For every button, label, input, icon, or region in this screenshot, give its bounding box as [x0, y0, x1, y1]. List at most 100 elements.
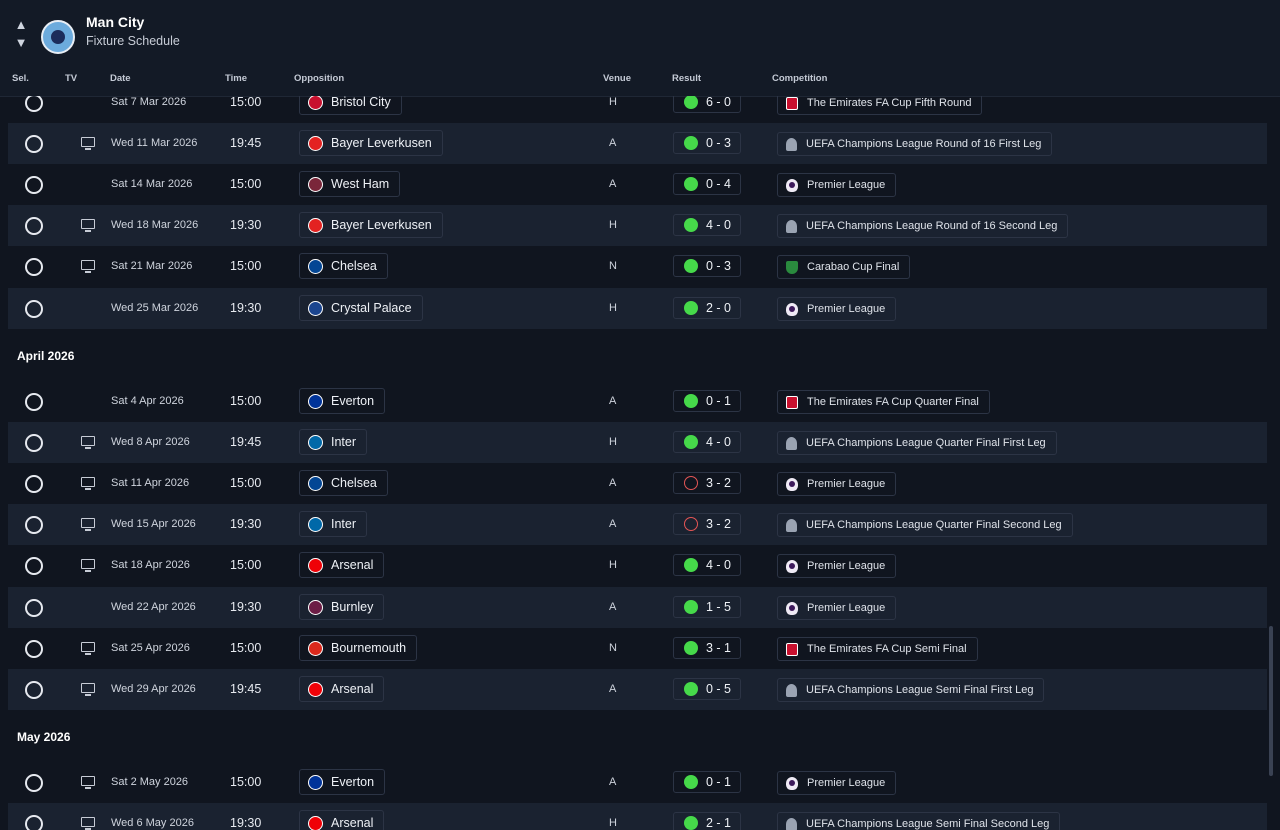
opponent-button[interactable]: Burnley — [299, 594, 385, 620]
select-radio[interactable] — [25, 774, 43, 792]
fixture-row[interactable]: Sat 14 Mar 2026 15:00 West Ham A 0 - 4 Premie… — [8, 164, 1267, 205]
column-header-time[interactable]: Time — [225, 73, 248, 84]
select-radio[interactable] — [25, 176, 43, 194]
fixture-time: 19:30 — [230, 218, 262, 232]
fixture-row[interactable]: Sat 4 Apr 2026 15:00 Everton A 0 - 1 The Emir… — [8, 381, 1267, 422]
opponent-button[interactable]: Everton — [299, 388, 386, 414]
fixture-row[interactable]: Sat 25 Apr 2026 15:00 Bournemouth N 3 - 1 The… — [8, 628, 1267, 669]
competition-button[interactable]: Premier League — [777, 297, 897, 321]
column-header-result[interactable]: Result — [672, 73, 702, 84]
competition-button[interactable]: Premier League — [777, 173, 897, 197]
result-button[interactable]: 0 - 1 — [673, 771, 741, 793]
opponent-button[interactable]: Chelsea — [299, 253, 388, 279]
select-radio[interactable] — [25, 96, 43, 112]
competition-button[interactable]: UEFA Champions League Semi Final First L… — [777, 678, 1045, 702]
opponent-button[interactable]: Arsenal — [299, 676, 385, 702]
club-crest-icon[interactable] — [41, 20, 75, 54]
column-header-sel[interactable]: Sel. — [12, 73, 29, 84]
fixture-row[interactable]: Wed 11 Mar 2026 19:45 Bayer Leverkusen A 0 -… — [8, 123, 1267, 164]
select-radio[interactable] — [25, 815, 43, 830]
competition-button[interactable]: Premier League — [777, 771, 897, 795]
result-button[interactable]: 4 - 0 — [673, 431, 741, 453]
column-header-venue[interactable]: Venue — [603, 73, 631, 84]
competition-button[interactable]: Premier League — [777, 554, 897, 578]
result-button[interactable]: 3 - 2 — [673, 513, 741, 535]
result-button[interactable]: 0 - 3 — [673, 255, 741, 277]
opponent-button[interactable]: Inter — [299, 429, 368, 455]
competition-button[interactable]: Premier League — [777, 596, 897, 620]
result-button[interactable]: 4 - 0 — [673, 554, 741, 576]
competition-button[interactable]: The Emirates FA Cup Semi Final — [777, 637, 978, 661]
fixture-row[interactable]: Sat 18 Apr 2026 15:00 Arsenal H 4 - 0 Premier… — [8, 545, 1267, 586]
opponent-button[interactable]: Bournemouth — [299, 635, 418, 661]
fixture-row[interactable]: Wed 29 Apr 2026 19:45 Arsenal A 0 - 5 UEFA Ch… — [8, 669, 1267, 710]
opponent-button[interactable]: Arsenal — [299, 810, 385, 830]
nav-arrows: ▲ ▼ — [12, 16, 32, 52]
club-name[interactable]: Man City — [86, 14, 145, 30]
result-button[interactable]: 1 - 5 — [673, 596, 741, 618]
competition-button[interactable]: The Emirates FA Cup Quarter Final — [777, 390, 990, 414]
opponent-button[interactable]: Crystal Palace — [299, 295, 423, 321]
competition-button[interactable]: UEFA Champions League Round of 16 Second… — [777, 214, 1069, 238]
opponent-button[interactable]: Everton — [299, 769, 386, 795]
select-radio[interactable] — [25, 599, 43, 617]
page-header: ▲ ▼ Man City Fixture Schedule — [0, 0, 1280, 66]
column-header-tv[interactable]: TV — [65, 73, 78, 84]
chevron-up-icon[interactable]: ▲ — [14, 17, 28, 32]
competition-button[interactable]: UEFA Champions League Quarter Final Seco… — [777, 513, 1073, 537]
fixture-row[interactable]: Sat 2 May 2026 15:00 Everton A 0 - 1 Premier … — [8, 762, 1267, 803]
select-radio[interactable] — [25, 640, 43, 658]
select-radio[interactable] — [25, 300, 43, 318]
competition-button[interactable]: UEFA Champions League Round of 16 First … — [777, 132, 1053, 156]
result-button[interactable]: 0 - 4 — [673, 173, 741, 195]
fixture-row[interactable]: Sat 21 Mar 2026 15:00 Chelsea N 0 - 3 Carabao… — [8, 246, 1267, 287]
chevron-down-icon[interactable]: ▼ — [14, 35, 28, 50]
result-button[interactable]: 2 - 0 — [673, 297, 741, 319]
competition-button[interactable]: The Emirates FA Cup Fifth Round — [777, 96, 983, 115]
fixture-row[interactable]: Wed 22 Apr 2026 19:30 Burnley A 1 - 5 Premier… — [8, 587, 1267, 628]
competition-button[interactable]: Carabao Cup Final — [777, 255, 911, 279]
competition-button[interactable]: UEFA Champions League Quarter Final Firs… — [777, 431, 1057, 455]
column-header-date[interactable]: Date — [110, 73, 131, 84]
select-radio[interactable] — [25, 557, 43, 575]
fixture-row[interactable]: Wed 18 Mar 2026 19:30 Bayer Leverkusen H 4 -… — [8, 205, 1267, 246]
ucl-trophy-icon — [786, 436, 797, 450]
result-button[interactable]: 0 - 5 — [673, 678, 741, 700]
result-button[interactable]: 3 - 2 — [673, 472, 741, 494]
select-radio[interactable] — [25, 475, 43, 493]
result-button[interactable]: 6 - 0 — [673, 96, 741, 113]
column-header-competition[interactable]: Competition — [772, 73, 828, 84]
fixture-row[interactable]: Sat 11 Apr 2026 15:00 Chelsea A 3 - 2 Premier… — [8, 463, 1267, 504]
fixture-row[interactable]: Wed 8 Apr 2026 19:45 Inter H 4 - 0 UEFA Champ… — [8, 422, 1267, 463]
fixture-row[interactable]: Wed 6 May 2026 19:30 Arsenal H 2 - 1 UEFA Cha… — [8, 803, 1267, 830]
opponent-button[interactable]: Bayer Leverkusen — [299, 212, 443, 238]
column-header-opposition[interactable]: Opposition — [294, 73, 345, 84]
select-radio[interactable] — [25, 258, 43, 276]
opponent-button[interactable]: Inter — [299, 511, 368, 537]
fixture-row[interactable]: Wed 25 Mar 2026 19:30 Crystal Palace H 2 - 0… — [8, 288, 1267, 329]
select-radio[interactable] — [25, 217, 43, 235]
ucl-trophy-icon — [786, 683, 797, 697]
fixture-row[interactable]: Sat 7 Mar 2026 15:00 Bristol City H 6 - 0 The… — [8, 96, 1267, 123]
select-radio[interactable] — [25, 393, 43, 411]
select-radio[interactable] — [25, 135, 43, 153]
result-button[interactable]: 4 - 0 — [673, 214, 741, 236]
result-button[interactable]: 2 - 1 — [673, 812, 741, 830]
select-radio[interactable] — [25, 516, 43, 534]
result-button[interactable]: 3 - 1 — [673, 637, 741, 659]
opponent-button[interactable]: Arsenal — [299, 552, 385, 578]
scrollbar[interactable] — [1269, 626, 1273, 776]
competition-button[interactable]: Premier League — [777, 472, 897, 496]
fixture-date: Sat 11 Apr 2026 — [111, 477, 190, 489]
opponent-button[interactable]: Chelsea — [299, 470, 388, 496]
opponent-button[interactable]: Bayer Leverkusen — [299, 130, 443, 156]
result-button[interactable]: 0 - 3 — [673, 132, 741, 154]
select-radio[interactable] — [25, 681, 43, 699]
opponent-name: Bayer Leverkusen — [331, 136, 432, 150]
select-radio[interactable] — [25, 434, 43, 452]
result-button[interactable]: 0 - 1 — [673, 390, 741, 412]
fixture-row[interactable]: Wed 15 Apr 2026 19:30 Inter A 3 - 2 UEFA Cham… — [8, 504, 1267, 545]
opponent-button[interactable]: West Ham — [299, 171, 401, 197]
competition-button[interactable]: UEFA Champions League Semi Final Second … — [777, 812, 1061, 830]
opponent-button[interactable]: Bristol City — [299, 96, 402, 115]
